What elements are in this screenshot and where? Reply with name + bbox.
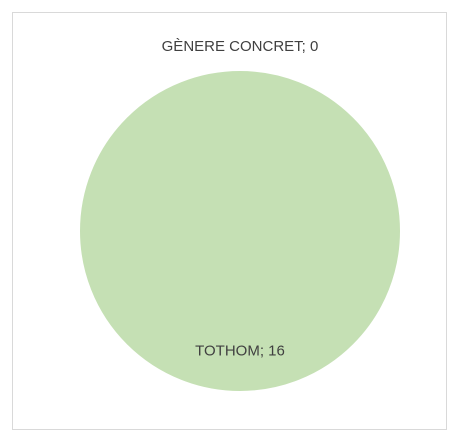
data-label: TOTHOM; 16: [195, 343, 285, 360]
pie-slice: [78, 69, 402, 393]
data-label: GÈNERE CONCRET; 0: [162, 38, 319, 55]
